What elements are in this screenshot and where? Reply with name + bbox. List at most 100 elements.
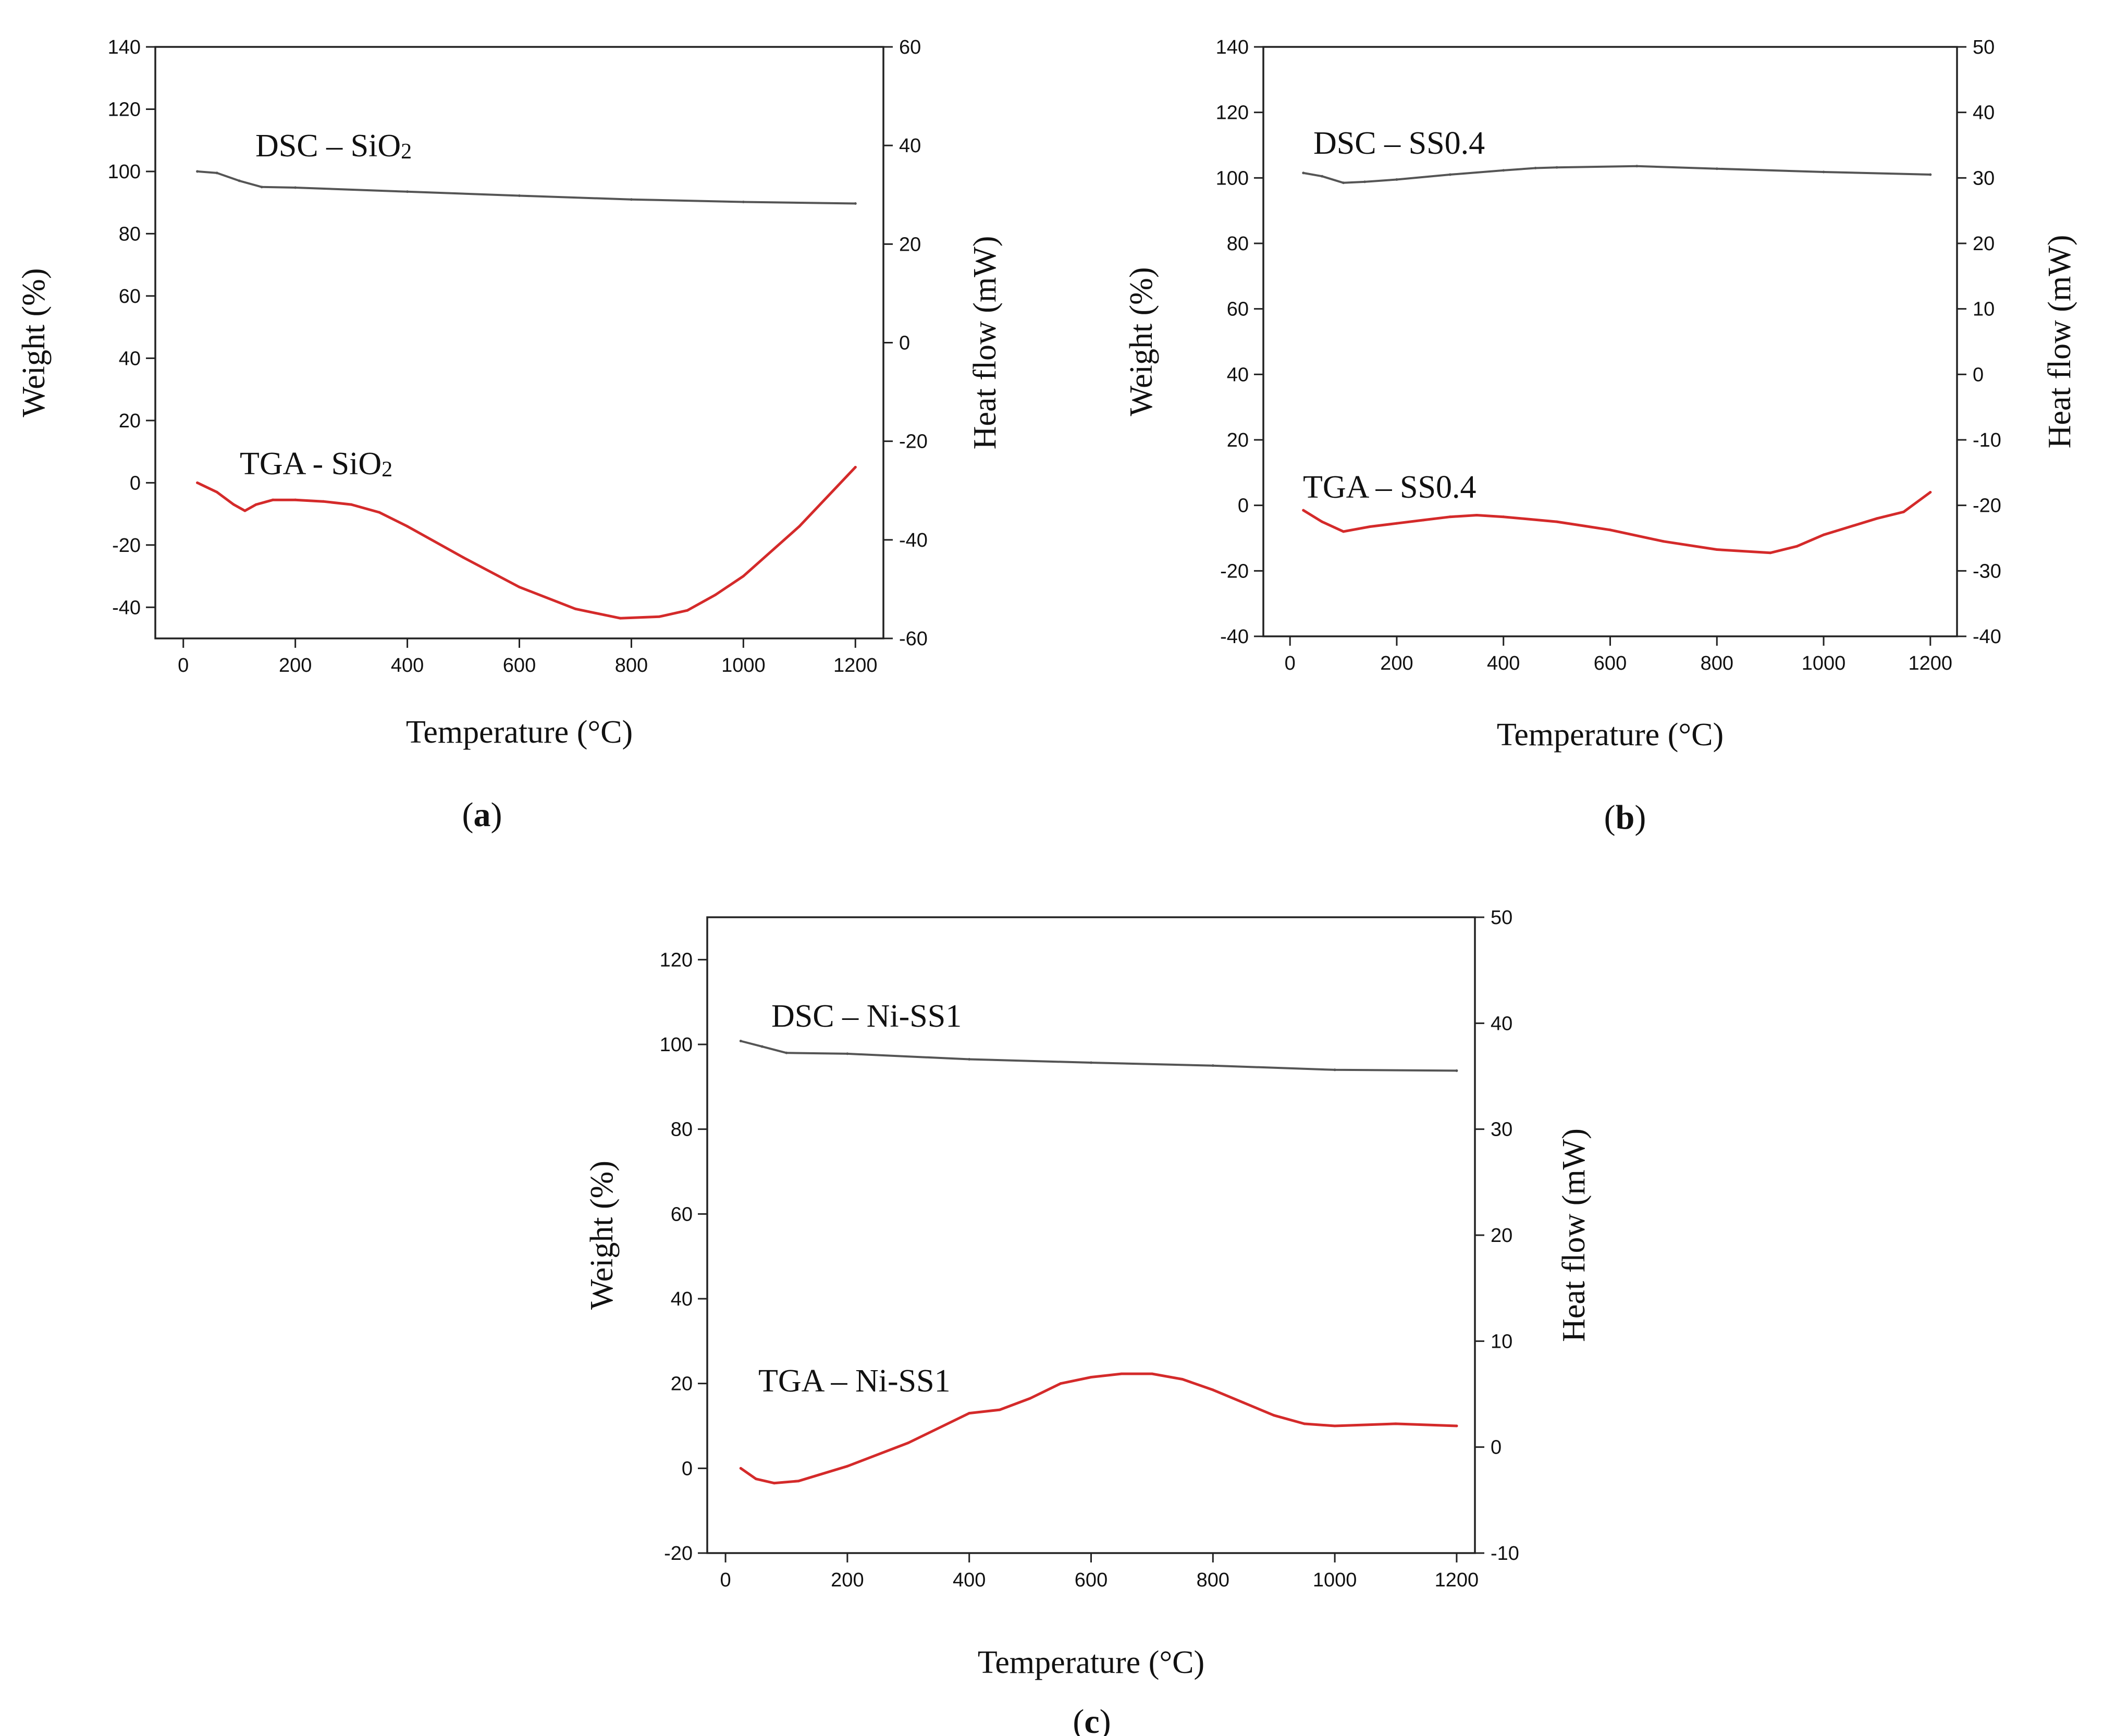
chart-c-series-dsc-label: DSC – Ni-SS1 (771, 999, 962, 1034)
chart-c-y-tick-label: 40 (671, 1288, 693, 1310)
chart-c-x-tick-label: 200 (831, 1569, 864, 1591)
chart-c-y-tick-label: 20 (671, 1373, 693, 1395)
panel-label-c: (c) (1073, 1703, 1111, 1736)
chart-a-series-dsc-point (518, 194, 521, 198)
chart-b-series-tga-point (1448, 515, 1451, 519)
chart-c-series-dsc-point (1211, 1064, 1214, 1067)
chart-a-series-tga-point (406, 525, 409, 528)
chart-a-x-tick-label: 800 (615, 655, 648, 676)
chart-a-y2-tick-label: -60 (899, 628, 928, 650)
chart-c-x-axis-title: Temperature (°C) (978, 1645, 1204, 1680)
chart-a-y-axis-title: Weight (%) (16, 268, 52, 417)
chart-b-y-tick-label: 120 (1216, 102, 1249, 124)
chart-b-series-tga-point (1929, 491, 1932, 494)
chart-b-series-tga-point (1422, 519, 1425, 522)
chart-b-series-tga-point (1875, 517, 1878, 520)
chart-b-series-dsc-point (1929, 173, 1932, 176)
chart-a-series-tga-point (658, 615, 661, 618)
chart-c-series-dsc-point (760, 1045, 764, 1048)
chart-a-y2-tick-label: 40 (899, 135, 921, 157)
chart-a-series-tga-point (462, 556, 465, 559)
chart-b-x-axis-title: Temperature (°C) (1497, 717, 1724, 753)
chart-a-series-tga-point (196, 481, 199, 484)
chart-c-series-tga-point (1150, 1372, 1153, 1375)
chart-c-y-tick-label: 80 (671, 1119, 693, 1141)
chart-b-y-tick-label: -20 (1220, 560, 1249, 582)
chart-b-y-tick-label: 20 (1227, 429, 1249, 451)
chart-a-series-tga-point (243, 509, 247, 512)
chart-b-series-dsc-point (1363, 180, 1367, 183)
chart-a-y2-tick-label: 60 (899, 36, 921, 58)
chart-b-y-tick-label: 40 (1227, 364, 1249, 386)
chart-a-y2-axis-title: Heat flow (mW) (967, 236, 1003, 450)
chart-b-series-tga-point (1822, 533, 1825, 536)
chart-b-series-dsc-point (1534, 166, 1537, 169)
chart-c-series-tga-point (846, 1464, 849, 1468)
chart-a-series-tga-point (272, 498, 275, 501)
chart-a-y2-tick-label: -20 (899, 431, 928, 453)
panel-label-b: (b) (1604, 798, 1646, 836)
panel-label-a: (a) (462, 796, 502, 834)
chart-b-series-tga-point (1662, 540, 1665, 543)
chart-c-series-tga-point (1211, 1388, 1214, 1392)
chart-b-y-axis-title: Weight (%) (1124, 267, 1159, 416)
chart-c-y-tick-label: -20 (664, 1543, 693, 1565)
chart-b-x-tick-label: 600 (1594, 652, 1627, 674)
chart-b-series-dsc-point (1448, 173, 1451, 176)
chart-a-y-tick-label: 80 (119, 223, 141, 245)
chart-b-x-tick-label: 200 (1380, 652, 1413, 674)
chart-c-series-tga-point (773, 1482, 776, 1485)
chart-b-x-tick-label: 400 (1487, 652, 1520, 674)
chart-c-series-tga-point (1333, 1424, 1336, 1427)
chart-a-x-tick-label: 600 (503, 655, 536, 676)
chart-c-series-dsc-line (740, 1040, 1458, 1072)
chart-b-series-tga-point (1555, 520, 1558, 523)
chart-b-y2-tick-label: -20 (1973, 495, 2001, 517)
chart-a-series-dsc-point (260, 186, 263, 189)
chart-c-y-tick-label: 60 (671, 1203, 693, 1225)
chart-c-y-tick-label: 0 (682, 1458, 693, 1480)
chart-a-series-tga-label: TGA - SiO2 (240, 446, 392, 482)
chart-a-series-dsc-line (196, 170, 857, 205)
chart-c-series-tga-point (1242, 1401, 1245, 1404)
chart-a-x-tick-label: 0 (178, 655, 189, 676)
chart-a-series-tga-point (742, 575, 745, 578)
chart-c-x-tick-label: 0 (720, 1569, 731, 1591)
chart-a-series-tga-point (294, 498, 297, 501)
chart-a-series-tga-line (196, 465, 857, 620)
chart-b-series-tga-point (1475, 514, 1479, 517)
chart-b-y2-tick-label: 10 (1973, 299, 1995, 321)
chart-c-series-dsc-point (846, 1052, 849, 1055)
chart-c-series-tga-point (998, 1408, 1001, 1411)
chart-c-y2-tick-label: 0 (1491, 1437, 1502, 1459)
chart-a-series-dsc-point (294, 186, 297, 189)
chart-b-series-tga-point (1795, 545, 1799, 548)
chart-b-x-tick-label: 1200 (1909, 652, 1953, 674)
chart-a-x-tick-label: 1000 (721, 655, 766, 676)
chart-c-series-dsc-point (739, 1039, 742, 1042)
chart-a-series-dsc-label: DSC – SiO2 (255, 128, 412, 164)
chart-c-y2-tick-label: 40 (1491, 1013, 1512, 1035)
chart-b-y2-tick-label: 40 (1973, 102, 1995, 124)
chart-c-series-dsc-point (1333, 1068, 1336, 1072)
chart-a-series-tga-point (714, 593, 717, 596)
chart-c-series-tga-point (1120, 1372, 1123, 1375)
chart-a-y-tick-label: -40 (112, 597, 141, 619)
chart-b-series-tga-point (1321, 520, 1324, 523)
chart-b-series-dsc-point (1715, 167, 1718, 170)
chart-a-series-tga-point (322, 500, 325, 503)
chart-c-y-tick-label: 100 (660, 1034, 693, 1056)
chart-b-y-tick-label: 100 (1216, 167, 1249, 189)
chart-b-series-dsc-point (1321, 175, 1324, 178)
chart-a-y-tick-label: 40 (119, 348, 141, 370)
chart-c-series-tga-point (1181, 1378, 1184, 1381)
chart-c-series-tga-point (968, 1412, 971, 1415)
chart-c-series-tga-point (907, 1442, 910, 1445)
chart-b-x-tick-label: 0 (1285, 652, 1296, 674)
chart-b-y2-tick-label: 20 (1973, 233, 1995, 255)
chart-c-y2-tick-label: 10 (1491, 1331, 1512, 1352)
chart-c-series-dsc-point (1455, 1069, 1458, 1072)
chart-a-series-dsc-point (215, 171, 218, 175)
chart-c-series-dsc-point (785, 1051, 788, 1054)
